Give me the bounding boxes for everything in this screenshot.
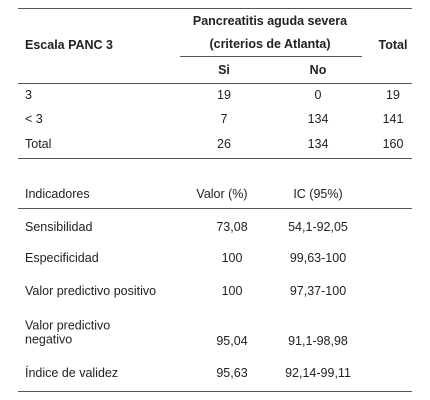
cell: < 3 — [25, 111, 43, 126]
cell: 54,1-92,05 — [288, 219, 348, 234]
cell: Especificidad — [25, 250, 99, 265]
cell: 100 — [221, 250, 243, 265]
cell: 26 — [217, 136, 231, 151]
si-header: Si — [218, 62, 230, 77]
cell: 19 — [217, 87, 231, 102]
header-cell: IC (95%) — [293, 186, 343, 201]
cell: 95,63 — [216, 365, 248, 380]
cell: 134 — [307, 111, 329, 126]
cell: 95,04 — [216, 333, 248, 348]
cell: 100 — [221, 283, 243, 298]
cell: 73,08 — [216, 219, 248, 234]
cell: Sensibilidad — [25, 219, 93, 234]
rule — [18, 83, 412, 84]
cell: Total — [25, 136, 52, 151]
cell: 7 — [220, 111, 228, 126]
cell: 0 — [314, 87, 322, 102]
total-header: Total — [378, 37, 408, 52]
cell: 160 — [382, 136, 404, 151]
cell: 19 — [386, 87, 400, 102]
cell: Valor predictivo positivo — [25, 283, 157, 298]
group-header: Pancreatitis aguda severa — [192, 13, 348, 28]
rule — [18, 158, 412, 159]
rule — [18, 208, 412, 209]
cell: 141 — [382, 111, 404, 126]
cell: 134 — [307, 136, 329, 151]
cell: Valor predictivo negativo — [25, 318, 111, 347]
header-cell: Indicadores — [25, 186, 90, 201]
header-cell: Valor (%) — [196, 186, 248, 201]
rule — [18, 8, 412, 9]
cell: 92,14-99,11 — [285, 365, 351, 380]
cell: 3 — [25, 87, 32, 102]
cell: 99,63-100 — [289, 250, 347, 265]
cell: 97,37-100 — [289, 283, 347, 298]
rule — [180, 56, 362, 57]
rule — [18, 391, 412, 392]
scale-header: Escala PANC 3 — [25, 37, 114, 52]
cell: 91,1-98,98 — [288, 333, 348, 348]
cell: Índice de validez — [25, 365, 119, 380]
no-header: No — [309, 62, 327, 77]
group-subheader: (criterios de Atlanta) — [209, 36, 331, 51]
